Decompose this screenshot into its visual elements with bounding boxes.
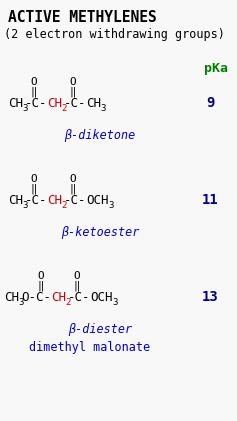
Text: O: O [74, 271, 80, 281]
Text: β-ketoester: β-ketoester [61, 226, 139, 239]
Text: ‖: ‖ [74, 280, 80, 291]
Text: 2: 2 [61, 104, 66, 113]
Text: ‖: ‖ [31, 87, 37, 97]
Text: β-diester: β-diester [68, 323, 132, 336]
Text: -C-: -C- [68, 291, 91, 304]
Text: O: O [31, 174, 37, 184]
Text: 3: 3 [112, 298, 117, 307]
Text: ACTIVE METHYLENES: ACTIVE METHYLENES [8, 10, 157, 25]
Text: O: O [70, 174, 76, 184]
Text: O-C-: O-C- [21, 291, 51, 304]
Text: CH: CH [4, 291, 19, 304]
Text: 13: 13 [202, 290, 218, 304]
Text: O: O [31, 77, 37, 87]
Text: OCH: OCH [86, 194, 109, 207]
Text: β-diketone: β-diketone [64, 129, 136, 142]
Text: 11: 11 [202, 193, 218, 207]
Text: CH: CH [47, 194, 62, 207]
Text: ‖: ‖ [70, 184, 76, 194]
Text: O: O [38, 271, 44, 281]
Text: -C-: -C- [64, 194, 87, 207]
Text: CH: CH [86, 97, 101, 110]
Text: dimethyl malonate: dimethyl malonate [29, 341, 150, 354]
Text: pKa: pKa [204, 62, 228, 75]
Text: ‖: ‖ [70, 87, 76, 97]
Text: 3: 3 [108, 201, 113, 210]
Text: 3: 3 [100, 104, 105, 113]
Text: CH: CH [47, 97, 62, 110]
Text: -C-: -C- [64, 97, 87, 110]
Text: ‖: ‖ [38, 280, 44, 291]
Text: -C-: -C- [25, 97, 47, 110]
Text: -C-: -C- [25, 194, 47, 207]
Text: O: O [70, 77, 76, 87]
Text: CH: CH [8, 194, 23, 207]
Text: (2 electron withdrawing groups): (2 electron withdrawing groups) [4, 28, 225, 41]
Text: 2: 2 [65, 298, 70, 307]
Text: 2: 2 [61, 201, 66, 210]
Text: 3: 3 [22, 104, 27, 113]
Text: CH: CH [8, 97, 23, 110]
Text: OCH: OCH [90, 291, 113, 304]
Text: 3: 3 [22, 201, 27, 210]
Text: ‖: ‖ [31, 184, 37, 194]
Text: 9: 9 [206, 96, 214, 110]
Text: CH: CH [51, 291, 66, 304]
Text: 3: 3 [18, 298, 23, 307]
